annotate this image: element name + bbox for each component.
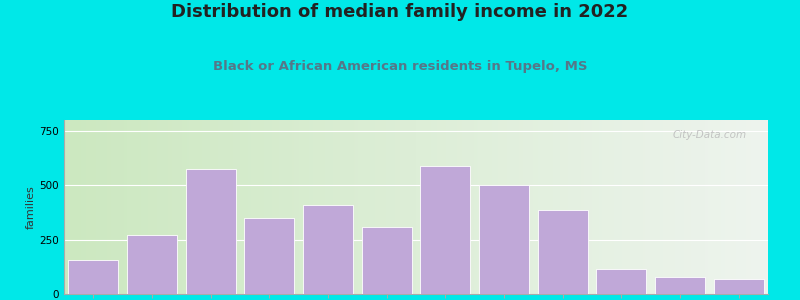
Y-axis label: families: families (26, 185, 35, 229)
Bar (69, 260, 118, 294)
Bar (245, 218, 294, 294)
Bar (421, 166, 470, 294)
Text: City-Data.com: City-Data.com (673, 130, 747, 140)
Bar (596, 269, 646, 294)
Bar (479, 185, 529, 294)
Text: Black or African American residents in Tupelo, MS: Black or African American residents in T… (213, 60, 587, 73)
Bar (655, 277, 705, 294)
Bar (714, 279, 763, 294)
Bar (186, 169, 235, 294)
Bar (303, 205, 353, 294)
Text: Distribution of median family income in 2022: Distribution of median family income in … (171, 3, 629, 21)
Bar (362, 226, 411, 294)
Bar (538, 210, 587, 294)
Bar (127, 235, 177, 294)
